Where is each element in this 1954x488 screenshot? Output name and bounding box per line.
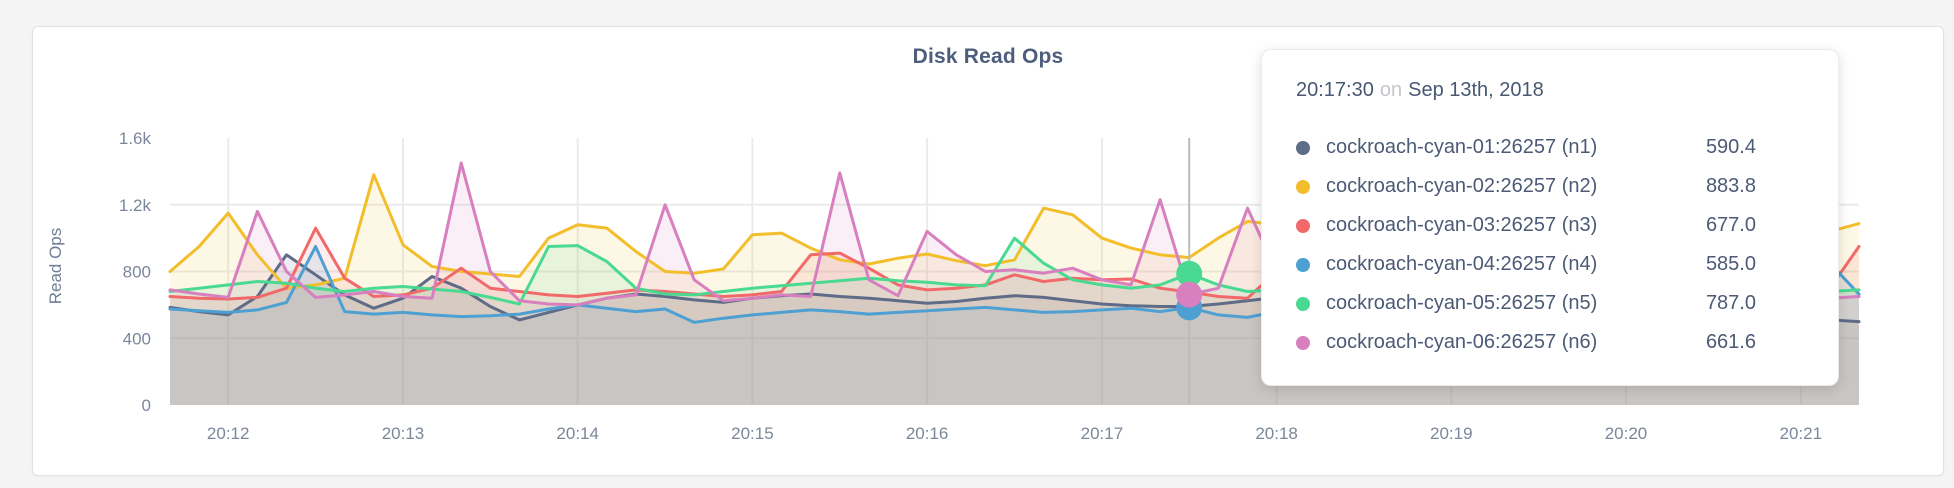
tooltip-row: cockroach-cyan-05:26257 (n5) 787.0 [1296, 284, 1756, 323]
chart-tooltip: 20:17:30 on Sep 13th, 2018 cockroach-cyan-… [1261, 49, 1839, 386]
series-value: 677.0 [1705, 214, 1756, 236]
tooltip-row: cockroach-cyan-06:26257 (n6) 661.6 [1296, 323, 1756, 362]
series-label: cockroach-cyan-04:26257 (n4) [1326, 253, 1598, 275]
series-value: 590.4 [1705, 136, 1756, 158]
x-tick-label: 20:13 [382, 424, 425, 443]
tooltip-header: 20:17:30 on Sep 13th, 2018 [1296, 76, 1838, 104]
series-value: 585.0 [1705, 253, 1756, 275]
series-color-dot [1296, 218, 1310, 233]
chart-title: Disk Read Ops [912, 45, 1064, 68]
series-label: cockroach-cyan-06:26257 (n6) [1326, 331, 1598, 353]
tooltip-series-list: cockroach-cyan-01:26257 (n1) 590.4 cockroa… [1296, 128, 1756, 362]
series-value: 883.8 [1705, 175, 1756, 197]
tooltip-conjunction: on [1379, 79, 1403, 101]
tooltip-row: cockroach-cyan-03:26257 (n3) 677.0 [1296, 206, 1756, 245]
y-tick-label: 0 [142, 396, 151, 415]
y-tick-label: 1.6k [119, 129, 152, 148]
series-label: cockroach-cyan-01:26257 (n1) [1326, 136, 1598, 158]
x-tick-label: 20:19 [1430, 424, 1473, 443]
series-color-dot [1296, 179, 1310, 194]
series-value: 787.0 [1705, 292, 1756, 314]
tooltip-date: Sep 13th, 2018 [1408, 79, 1544, 101]
x-tick-label: 20:17 [1081, 424, 1124, 443]
series-label: cockroach-cyan-05:26257 (n5) [1326, 292, 1598, 314]
series-label: cockroach-cyan-03:26257 (n3) [1326, 214, 1598, 236]
y-tick-label: 800 [123, 263, 151, 282]
tooltip-time: 20:17:30 [1296, 79, 1374, 101]
x-tick-label: 20:20 [1605, 424, 1648, 443]
x-tick-label: 20:12 [207, 424, 250, 443]
hover-dot-n5 [1176, 260, 1203, 287]
series-color-dot [1296, 335, 1310, 350]
tooltip-row: cockroach-cyan-02:26257 (n2) 883.8 [1296, 167, 1756, 206]
y-tick-label: 400 [123, 329, 151, 348]
tooltip-row: cockroach-cyan-01:26257 (n1) 590.4 [1296, 128, 1756, 167]
x-tick-label: 20:14 [556, 424, 599, 443]
series-value: 661.6 [1705, 331, 1756, 353]
hover-dot-n6 [1176, 281, 1203, 308]
x-tick-label: 20:21 [1780, 424, 1823, 443]
y-tick-label: 1.2k [119, 196, 152, 215]
x-tick-label: 20:15 [731, 424, 774, 443]
x-tick-label: 20:18 [1255, 424, 1298, 443]
tooltip-row: cockroach-cyan-04:26257 (n4) 585.0 [1296, 245, 1756, 284]
series-color-dot [1296, 140, 1310, 155]
series-color-dot [1296, 296, 1310, 311]
series-label: cockroach-cyan-02:26257 (n2) [1326, 175, 1598, 197]
x-tick-label: 20:16 [906, 424, 949, 443]
disk-read-ops-card: Disk Read Ops Read Ops 0 400 800 1.2k 1.6k 20… [32, 26, 1944, 476]
series-color-dot [1296, 257, 1310, 272]
